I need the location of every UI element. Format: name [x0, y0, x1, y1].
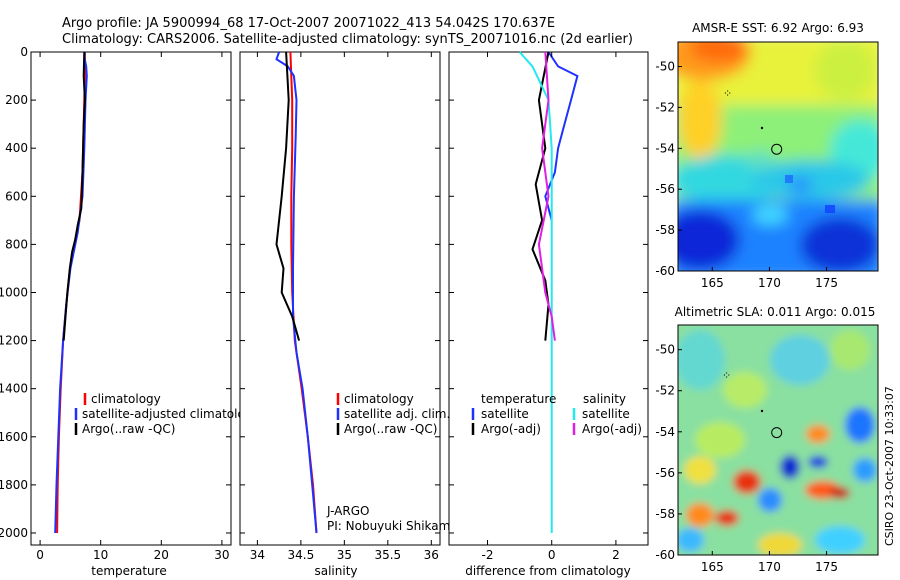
float-program: J-ARGO	[326, 504, 369, 518]
map-y-tick-label: -54	[655, 141, 675, 155]
float-pi: PI: Nobuyuki Shikama	[327, 519, 458, 533]
x-tick-label: 35.5	[374, 548, 401, 562]
x-tick-label: 34	[250, 548, 265, 562]
legend-heading-salinity: salinity	[583, 392, 626, 406]
legend-label-climatology: climatology	[344, 392, 414, 406]
series-line-satellite-adj-clim-	[275, 51, 318, 534]
series-line-satellite-adjusted-climatology	[54, 51, 88, 534]
legend-label-temp-satellite: satellite	[481, 407, 529, 421]
salinity-xlabel: salinity	[314, 564, 357, 578]
map-x-tick-label: 170	[758, 560, 781, 574]
legend-label-satellite: satellite-adjusted climatology	[82, 407, 260, 421]
map-y-tick-label: -50	[655, 60, 675, 74]
series-line-argo-raw-qc-	[62, 51, 86, 341]
y-tick-label: 1400	[0, 382, 28, 396]
float-location-marker	[771, 427, 783, 439]
x-tick-label: 35	[337, 548, 352, 562]
x-tick-label: 30	[214, 548, 229, 562]
legend-label-argo: Argo(..raw -QC)	[344, 422, 437, 436]
map-y-tick-label: -58	[655, 507, 675, 521]
temperature-panel: 0 10 20 30 0 200 400 600 800 1000 1200 1400 1600 1800…	[0, 45, 260, 578]
difference-xlabel: difference from climatology	[465, 564, 631, 578]
salinity-axes	[239, 51, 441, 546]
map-y-tick-label: -60	[655, 548, 675, 562]
island-dot: ⁘	[722, 369, 731, 382]
difference-panel: -2 0 2 difference from climatology tempera…	[448, 51, 649, 578]
side-label: CSIRO 23-Oct-2007 10:33:07	[883, 386, 896, 546]
sla-map-axes	[677, 324, 879, 556]
map-y-tick-label: -52	[655, 100, 675, 114]
sla-map: Altimetric SLA: 0.011 Argo: 0.015	[655, 305, 879, 574]
legend-label-argo: Argo(..raw -QC)	[82, 422, 175, 436]
y-tick-label: 0	[20, 45, 28, 59]
map-y-tick-label: -54	[655, 425, 675, 439]
header-line2: Climatology: CARS2006. Satellite-adjuste…	[62, 32, 633, 47]
island-dot	[760, 126, 764, 130]
x-tick-label: 36	[424, 548, 439, 562]
salinity-legend: climatology satellite adj. clim. Argo(..…	[336, 392, 450, 436]
map-x-tick-label: 165	[701, 276, 724, 290]
map-x-tick-label: 165	[701, 560, 724, 574]
legend-label-satellite: satellite adj. clim.	[344, 407, 450, 421]
map-y-tick-label: -56	[655, 182, 675, 196]
legend-label-sal-argo: Argo(-adj)	[582, 422, 642, 436]
sst-map-title: AMSR-E SST: 6.92 Argo: 6.93	[692, 21, 864, 35]
map-y-tick-label: -52	[655, 384, 675, 398]
x-tick-label: 0	[36, 548, 44, 562]
y-tick-label: 1200	[0, 334, 28, 348]
y-tick-label: 200	[5, 93, 28, 107]
legend-label-sal-satellite: satellite	[582, 407, 630, 421]
header-line1: Argo profile: JA 5900994_68 17-Oct-2007 …	[62, 16, 555, 31]
float-location-marker	[771, 143, 783, 155]
legend-label-temp-argo: Argo(-adj)	[481, 422, 541, 436]
map-x-tick-label: 170	[758, 276, 781, 290]
salinity-panel: 34 34.5 35 35.5 36 salinity climatology sate…	[239, 51, 458, 578]
sst-map-axes	[677, 41, 879, 272]
series-line-temperature-satellite	[544, 51, 579, 221]
map-y-tick-label: -58	[655, 223, 675, 237]
sla-field	[678, 325, 878, 555]
map-y-tick-label: -56	[655, 466, 675, 480]
series-line-salinity-argo-adj-	[537, 51, 556, 341]
series-line-argo-raw-qc-	[275, 51, 301, 341]
y-tick-label: 1000	[0, 285, 28, 299]
map-y-tick-label: -60	[655, 264, 675, 278]
map-y-tick-label: -50	[655, 343, 675, 357]
map-x-tick-label: 175	[815, 276, 838, 290]
sst-map: AMSR-E SST: 6.92 Argo: 6.93	[655, 21, 879, 290]
y-tick-label: 1600	[0, 430, 28, 444]
map-x-tick-label: 175	[815, 560, 838, 574]
y-tick-label: 800	[5, 237, 28, 251]
y-tick-label: 1800	[0, 478, 28, 492]
difference-legend: temperature satellite Argo(-adj) salinit…	[471, 392, 642, 436]
y-tick-label: 600	[5, 189, 28, 203]
x-tick-label: 34.5	[288, 548, 315, 562]
legend-heading-temperature: temperature	[481, 392, 556, 406]
series-line-temperature-argo-adj-	[531, 51, 550, 341]
temperature-axes	[30, 51, 232, 546]
temperature-legend: climatology satellite-adjusted climatolo…	[74, 392, 260, 436]
x-tick-label: 0	[548, 548, 556, 562]
x-tick-label: -2	[482, 548, 494, 562]
island-dot	[760, 409, 764, 413]
sla-map-title: Altimetric SLA: 0.011 Argo: 0.015	[675, 305, 876, 319]
island-dot: ⁘	[723, 87, 732, 100]
temperature-xlabel: temperature	[91, 564, 166, 578]
sst-field	[678, 42, 878, 271]
series-line-salinity-satellite	[518, 51, 553, 533]
x-tick-label: 20	[154, 548, 169, 562]
y-tick-label: 2000	[0, 526, 28, 540]
x-tick-label: 10	[93, 548, 108, 562]
legend-label-climatology: climatology	[91, 392, 161, 406]
x-tick-label: 2	[612, 548, 620, 562]
y-tick-label: 400	[5, 141, 28, 155]
